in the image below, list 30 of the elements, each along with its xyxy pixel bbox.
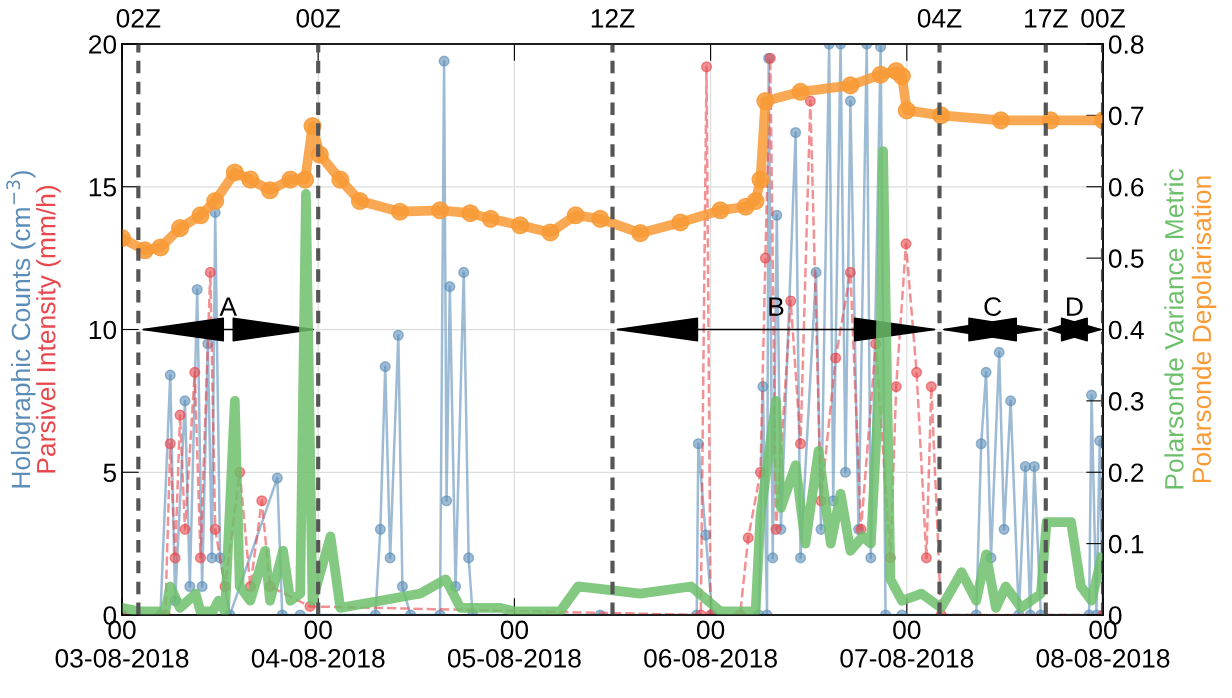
- x-tick-label: 00 05-08-2018: [447, 620, 581, 668]
- y2-tick-label: 0.1: [1108, 534, 1144, 554]
- y2-tick-label: 0.2: [1108, 463, 1144, 483]
- annotation: D: [1067, 297, 1083, 316]
- y-tick-label: 15: [89, 178, 117, 197]
- y-tick-label: 5: [103, 463, 117, 483]
- annotation: B: [769, 297, 784, 316]
- y2-tick-label: 0.7: [1108, 106, 1144, 126]
- text: Polarsonde Variance Metric: [1164, 169, 1184, 489]
- y2-tick-label: 0.3: [1108, 392, 1144, 411]
- x2-tick-label: 00Z: [1081, 8, 1125, 28]
- text: Parsivel Intensity (mm/h): [36, 185, 61, 473]
- text: Holographic Counts (cm$^{−3}$): [6, 171, 36, 488]
- x-tick-label: 00 07-08-2018: [840, 620, 974, 668]
- x2-tick-label: 12Z: [591, 8, 635, 28]
- y-tick-label: 20: [89, 35, 117, 54]
- y2-tick-label: 0.6: [1108, 177, 1144, 197]
- x2-tick-label: 17Z: [1025, 9, 1068, 28]
- x-tick-label: 00 04-08-2018: [251, 620, 385, 668]
- y2-tick-label: 0.4: [1108, 320, 1144, 340]
- text: Polarsonde Depolarisation: [1191, 176, 1217, 483]
- y2-tick-label: 0.8: [1108, 35, 1144, 54]
- x-tick-label: 00 06-08-2018: [644, 620, 777, 668]
- x2-tick-label: 02Z: [116, 8, 161, 28]
- x2-tick-label: 04Z: [917, 8, 962, 28]
- annotation: C: [984, 297, 1002, 316]
- y2-tick-label: 0.5: [1108, 249, 1144, 268]
- x2-tick-label: 00Z: [296, 8, 341, 28]
- annotation: A: [219, 297, 238, 316]
- y-tick-label: 10: [89, 320, 117, 340]
